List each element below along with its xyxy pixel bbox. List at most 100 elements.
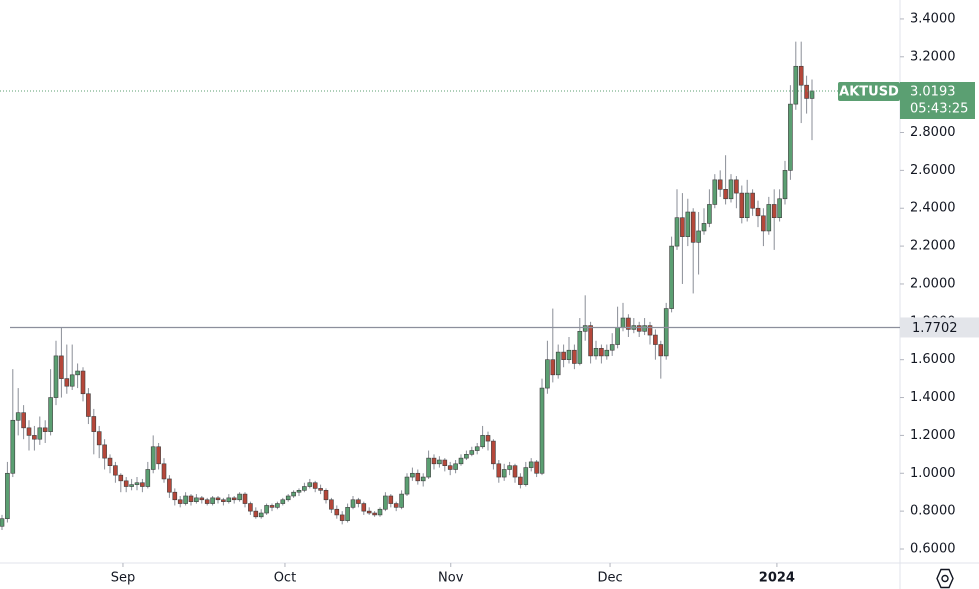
candle-body bbox=[485, 435, 491, 442]
candle-body bbox=[798, 65, 804, 86]
candle-body bbox=[285, 495, 291, 501]
symbol-box bbox=[838, 82, 900, 102]
y-tick-label: 3.4000 bbox=[910, 11, 956, 26]
candle-body bbox=[253, 510, 259, 518]
candle-body bbox=[345, 507, 350, 521]
candle-body bbox=[593, 348, 599, 357]
candle-body bbox=[609, 344, 615, 351]
candle-body bbox=[64, 378, 70, 387]
candle-body bbox=[707, 204, 712, 224]
candle-body bbox=[723, 189, 728, 200]
candle-body bbox=[150, 446, 156, 470]
candle-body bbox=[296, 490, 302, 493]
candle-body bbox=[572, 349, 577, 364]
candle-body bbox=[701, 223, 707, 232]
settings-center bbox=[941, 574, 949, 583]
candle-body bbox=[80, 370, 86, 395]
candle-body bbox=[469, 450, 475, 455]
candle-body bbox=[366, 510, 372, 514]
x-tick-label: 2024 bbox=[759, 571, 795, 586]
candle-body bbox=[604, 349, 610, 357]
candle-body bbox=[275, 503, 280, 508]
candle-body bbox=[199, 497, 205, 501]
candle-body bbox=[442, 459, 448, 466]
candle-body bbox=[647, 325, 653, 336]
settings-icon[interactable] bbox=[936, 568, 954, 589]
countdown-label: 05:43:25 bbox=[910, 102, 968, 117]
candle-body bbox=[280, 499, 286, 504]
candle-body bbox=[437, 459, 442, 465]
candle-body bbox=[264, 505, 269, 514]
candle-body bbox=[42, 427, 48, 432]
candle-body bbox=[329, 499, 334, 510]
candle-body bbox=[518, 476, 523, 485]
x-tick-label: Sep bbox=[111, 571, 136, 586]
candle-body bbox=[183, 495, 188, 504]
candle-body bbox=[512, 465, 518, 478]
candle-body bbox=[739, 192, 745, 219]
candle-body bbox=[5, 472, 10, 520]
candle-body bbox=[782, 170, 788, 200]
candle-body bbox=[588, 325, 593, 357]
candle-body bbox=[96, 431, 102, 446]
y-tick-label: 0.8000 bbox=[910, 504, 956, 519]
candle-body bbox=[242, 493, 248, 504]
candle-body bbox=[523, 467, 529, 485]
candle-body bbox=[755, 207, 761, 217]
candle-body bbox=[464, 454, 469, 459]
candle-body bbox=[426, 457, 431, 478]
candle-body bbox=[0, 518, 5, 527]
candle-body bbox=[237, 493, 242, 501]
candle-body bbox=[420, 476, 426, 482]
candle-body bbox=[550, 359, 556, 376]
candle-body bbox=[642, 325, 647, 332]
candle-body bbox=[447, 465, 453, 470]
candle-body bbox=[312, 482, 318, 489]
candle-body bbox=[129, 484, 134, 487]
x-tick-label: Oct bbox=[274, 571, 296, 586]
candle-body bbox=[113, 465, 118, 476]
candle-body bbox=[636, 325, 642, 332]
candle-body bbox=[21, 412, 26, 429]
candle-body bbox=[226, 497, 232, 502]
candle-body bbox=[474, 446, 480, 451]
level-label-box bbox=[900, 317, 979, 338]
candle-body bbox=[399, 493, 404, 508]
y-tick-label: 2.4000 bbox=[910, 201, 956, 216]
y-tick-label: 1.4000 bbox=[910, 390, 956, 405]
candle-body bbox=[291, 491, 296, 497]
candle-body bbox=[431, 457, 437, 465]
candle-body bbox=[528, 461, 534, 468]
candle-body bbox=[161, 463, 167, 480]
candle-body bbox=[167, 478, 172, 493]
y-tick-label: 1.6000 bbox=[910, 352, 956, 367]
candle-body bbox=[788, 103, 793, 171]
candle-body bbox=[53, 355, 59, 398]
candle-body bbox=[458, 457, 464, 465]
y-tick-label: 0.6000 bbox=[910, 541, 956, 556]
candle-body bbox=[809, 90, 815, 99]
candle-body bbox=[582, 325, 588, 332]
candle-body bbox=[231, 497, 237, 501]
candle-body bbox=[26, 427, 32, 436]
candle-body bbox=[210, 497, 215, 504]
candle-body bbox=[658, 344, 664, 357]
level-label: 1.7702 bbox=[912, 321, 958, 336]
candle-body bbox=[75, 370, 80, 376]
candle-body bbox=[410, 472, 415, 478]
candle-body bbox=[269, 505, 275, 508]
candle-body bbox=[480, 435, 485, 448]
candle-body bbox=[804, 84, 809, 99]
candle-body bbox=[377, 508, 383, 516]
candle-body bbox=[539, 387, 545, 474]
candle-body bbox=[48, 397, 53, 432]
candle-body bbox=[663, 308, 669, 357]
candle-body bbox=[734, 179, 739, 194]
candle-body bbox=[37, 427, 43, 440]
candle-body bbox=[388, 495, 394, 504]
y-tick-label: 2.0000 bbox=[910, 276, 956, 291]
candle-body bbox=[615, 327, 620, 345]
candle-body bbox=[248, 503, 253, 512]
x-tick-label: Dec bbox=[597, 571, 622, 586]
